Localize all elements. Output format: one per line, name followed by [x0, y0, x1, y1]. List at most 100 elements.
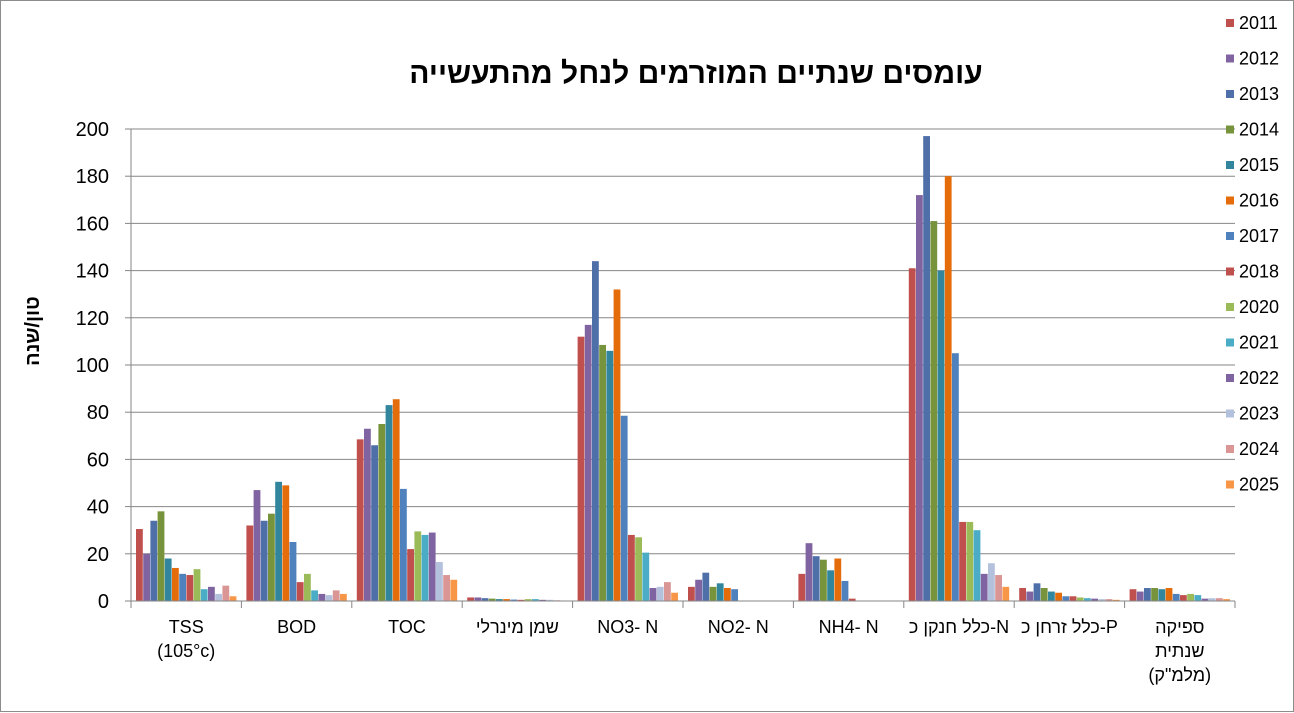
legend-swatch [1226, 197, 1234, 205]
bar [364, 429, 371, 601]
bar [282, 485, 289, 601]
bar [988, 563, 995, 601]
bar [407, 549, 414, 601]
bar [966, 522, 973, 601]
gridlines [125, 129, 1235, 601]
bar [150, 521, 157, 601]
legend-swatch [1226, 339, 1234, 347]
legend-label: 2011 [1239, 13, 1278, 33]
legend-label: 2018 [1239, 262, 1279, 282]
x-tick-label: NO3- N [597, 617, 658, 637]
bar [208, 587, 215, 601]
legend-label: 2023 [1239, 404, 1279, 424]
y-tick-label: 120 [76, 308, 109, 330]
y-tick-label: 140 [76, 261, 109, 283]
bar [1158, 589, 1165, 601]
bar [688, 587, 695, 601]
bar [436, 562, 443, 601]
bar [1034, 583, 1041, 601]
bar [1055, 593, 1062, 601]
x-tick-label: NO2- N [708, 617, 769, 637]
x-tick-label: ספיקה [1155, 617, 1204, 637]
legend-label: 2024 [1239, 439, 1279, 459]
y-tick-label: 160 [76, 213, 109, 235]
bar [143, 554, 150, 601]
y-tick-label: 80 [87, 402, 109, 424]
bar [710, 587, 717, 601]
bar [311, 590, 318, 601]
bar [664, 582, 671, 601]
bar [304, 574, 311, 601]
y-tick-label: 60 [87, 449, 109, 471]
x-tick-label: TOC [388, 617, 426, 637]
bar [422, 535, 429, 601]
y-tick-label: 20 [87, 544, 109, 566]
bar [909, 268, 916, 601]
bar [621, 416, 628, 601]
bar [1026, 592, 1033, 601]
bar [400, 489, 407, 601]
legend-swatch [1226, 481, 1234, 489]
bar [386, 405, 393, 601]
y-tick-label: 200 [76, 119, 109, 141]
bar [916, 195, 923, 601]
y-tick-label: 180 [76, 166, 109, 188]
bar [318, 594, 325, 601]
bar [1041, 588, 1048, 601]
bar [215, 594, 222, 601]
bar [923, 136, 930, 601]
bar [246, 525, 253, 601]
bar [952, 353, 959, 601]
chart-title: עומסים שנתיים המוזרמים לנחל מהתעשייה [409, 57, 982, 90]
bar [1194, 595, 1201, 601]
x-tick-label: כלל זרחן כ-P [1021, 617, 1118, 637]
legend-swatch [1226, 410, 1234, 418]
bar [724, 588, 731, 601]
bar [230, 596, 237, 601]
legend-label: 2025 [1239, 475, 1279, 495]
bar [297, 582, 304, 601]
bar [635, 537, 642, 601]
legend-label: 2014 [1239, 120, 1279, 140]
bar [798, 574, 805, 601]
bar [357, 439, 364, 601]
bar [974, 530, 981, 601]
bar [1070, 596, 1077, 601]
axes [131, 129, 1235, 608]
bar [1130, 589, 1137, 601]
bar [165, 559, 172, 601]
bar [578, 337, 585, 601]
legend-label: 2013 [1239, 84, 1279, 104]
bar [938, 271, 945, 601]
bar [393, 399, 400, 601]
bar [1187, 594, 1194, 601]
bar [585, 325, 592, 601]
y-axis-label: טון/שנה [22, 296, 44, 366]
bar [614, 289, 621, 601]
bar [1137, 592, 1144, 601]
bar [340, 594, 347, 601]
x-tick-label: TSS [169, 617, 204, 637]
bar [136, 529, 143, 601]
y-tick-label: 40 [87, 497, 109, 519]
y-tick-label: 0 [98, 591, 109, 613]
legend-label: 2021 [1239, 333, 1279, 353]
bar [1166, 588, 1173, 601]
bar [222, 586, 229, 601]
legend-label: 2022 [1239, 368, 1279, 388]
x-tick-label: שמן מינרלי [476, 617, 559, 637]
bar [450, 580, 457, 601]
bar [179, 574, 186, 601]
bar [443, 575, 450, 601]
bar [1173, 594, 1180, 601]
bar [813, 556, 820, 601]
legend-swatch [1226, 55, 1234, 63]
bar [268, 514, 275, 601]
legend-swatch [1226, 232, 1234, 240]
bar [414, 531, 421, 601]
x-tick-label: כלל חנקן כ-N [909, 617, 1009, 637]
bar [1048, 592, 1055, 601]
bar [371, 445, 378, 601]
